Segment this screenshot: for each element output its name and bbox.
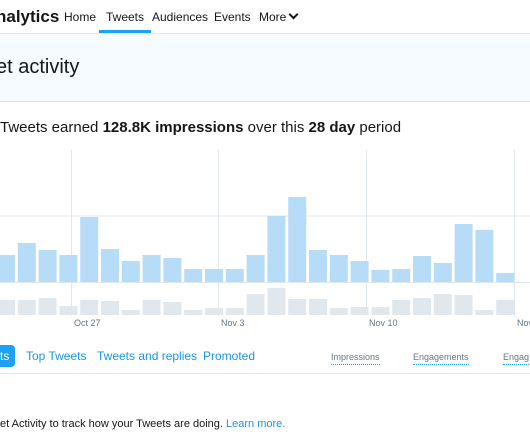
tab-tweets[interactable]: ts xyxy=(0,345,16,367)
impressions-bar[interactable] xyxy=(38,250,57,282)
impressions-bar[interactable] xyxy=(496,273,515,282)
impressions-bar[interactable] xyxy=(454,224,473,282)
impressions-bar[interactable] xyxy=(413,256,431,282)
nav-audiences[interactable]: Audiences xyxy=(152,10,209,24)
engagements-bar[interactable] xyxy=(0,300,15,315)
engagements-bar[interactable] xyxy=(413,298,431,315)
x-axis-label: Nov 10 xyxy=(369,318,398,328)
x-axis-label: Nov 3 xyxy=(221,318,245,328)
engagements-bar[interactable] xyxy=(350,307,369,315)
chevron-down-icon xyxy=(288,9,299,20)
learn-more-link[interactable]: Learn more. xyxy=(226,418,286,430)
tab-tweets-and-replies[interactable]: Tweets and replies xyxy=(97,349,198,363)
footer-info: et Activity to track how your Tweets are… xyxy=(0,418,285,430)
summary-impressions: 128.8K impressions xyxy=(102,119,244,136)
impressions-bar[interactable] xyxy=(80,217,99,282)
impressions-bar[interactable] xyxy=(205,269,223,282)
footer-text: et Activity to track how your Tweets are… xyxy=(0,418,227,430)
top-nav: nalytics Home Tweets Audiences Events Mo… xyxy=(0,0,530,34)
page-title: et activity xyxy=(0,56,80,78)
engagements-bar[interactable] xyxy=(267,288,286,315)
nav-more-label: More xyxy=(259,10,287,24)
impressions-bar[interactable] xyxy=(309,250,327,282)
impressions-bar[interactable] xyxy=(329,255,348,282)
impressions-bar[interactable] xyxy=(184,269,203,282)
engagements-bar[interactable] xyxy=(392,300,411,315)
impressions-bar[interactable] xyxy=(392,269,411,282)
nav-tweets[interactable]: Tweets xyxy=(98,10,152,33)
tab-promoted[interactable]: Promoted xyxy=(203,349,256,363)
summary-prefix: Tweets earned xyxy=(0,119,103,136)
analytics-brand[interactable]: nalytics xyxy=(0,7,60,26)
impressions-summary: Tweets earned 128.8K impressions over th… xyxy=(0,119,401,136)
nav-more[interactable]: More xyxy=(259,9,299,24)
engagements-bar[interactable] xyxy=(59,306,78,315)
page-header: et activity xyxy=(0,34,530,102)
engagements-bar[interactable] xyxy=(17,300,36,315)
impressions-bar[interactable] xyxy=(267,216,286,282)
engagements-bar[interactable] xyxy=(496,300,515,315)
impressions-bar[interactable] xyxy=(288,197,307,282)
impressions-bar[interactable] xyxy=(246,255,265,282)
impressions-bar[interactable] xyxy=(163,258,182,282)
engagements-bar[interactable] xyxy=(309,299,327,315)
impressions-bar[interactable] xyxy=(59,255,78,282)
engagements-bar[interactable] xyxy=(371,307,390,315)
engagements-bar[interactable] xyxy=(163,302,182,315)
summary-suffix: period xyxy=(355,119,402,136)
summary-middle: over this xyxy=(243,119,309,136)
engagements-bar[interactable] xyxy=(184,310,203,315)
impressions-bar[interactable] xyxy=(142,255,161,282)
impressions-bar[interactable] xyxy=(0,255,15,282)
engagements-bar[interactable] xyxy=(475,310,494,315)
impressions-bar[interactable] xyxy=(475,230,494,282)
tweet-tabs: ts Top Tweets Tweets and replies Promote… xyxy=(0,345,530,374)
engagements-bar[interactable] xyxy=(80,300,99,315)
activity-chart: Oct 27 Nov 3 Nov 10 Nov xyxy=(0,150,530,328)
engagements-bar[interactable] xyxy=(454,295,473,315)
impressions-bar[interactable] xyxy=(371,270,390,282)
impressions-bar[interactable] xyxy=(225,269,244,282)
summary-period: 28 day xyxy=(308,119,356,136)
tab-top-tweets[interactable]: Top Tweets xyxy=(26,349,87,363)
impressions-bar[interactable] xyxy=(350,261,369,282)
engagements-bar[interactable] xyxy=(329,308,348,315)
nav-home[interactable]: Home xyxy=(64,10,97,24)
engagements-bar[interactable] xyxy=(225,308,244,315)
engagements-bar[interactable] xyxy=(38,298,57,315)
engagements-bar[interactable] xyxy=(121,310,140,315)
engagements-bar[interactable] xyxy=(288,299,307,315)
impressions-bar[interactable] xyxy=(121,261,140,282)
nav-events[interactable]: Events xyxy=(214,10,251,24)
engagements-bar[interactable] xyxy=(205,308,223,315)
impressions-bar[interactable] xyxy=(433,263,452,282)
impressions-bar[interactable] xyxy=(17,243,36,282)
engagements-bar[interactable] xyxy=(142,300,161,315)
impressions-bar[interactable] xyxy=(101,249,119,282)
engagements-bar[interactable] xyxy=(101,301,119,315)
x-axis-label: Oct 27 xyxy=(74,318,101,328)
metric-engagement-rate[interactable]: Engag xyxy=(503,352,530,365)
metric-impressions[interactable]: Impressions xyxy=(331,352,380,365)
metric-engagements[interactable]: Engagements xyxy=(413,352,469,365)
engagements-bar[interactable] xyxy=(246,294,265,315)
x-axis-label: Nov xyxy=(517,318,530,328)
engagements-bar[interactable] xyxy=(433,294,452,315)
